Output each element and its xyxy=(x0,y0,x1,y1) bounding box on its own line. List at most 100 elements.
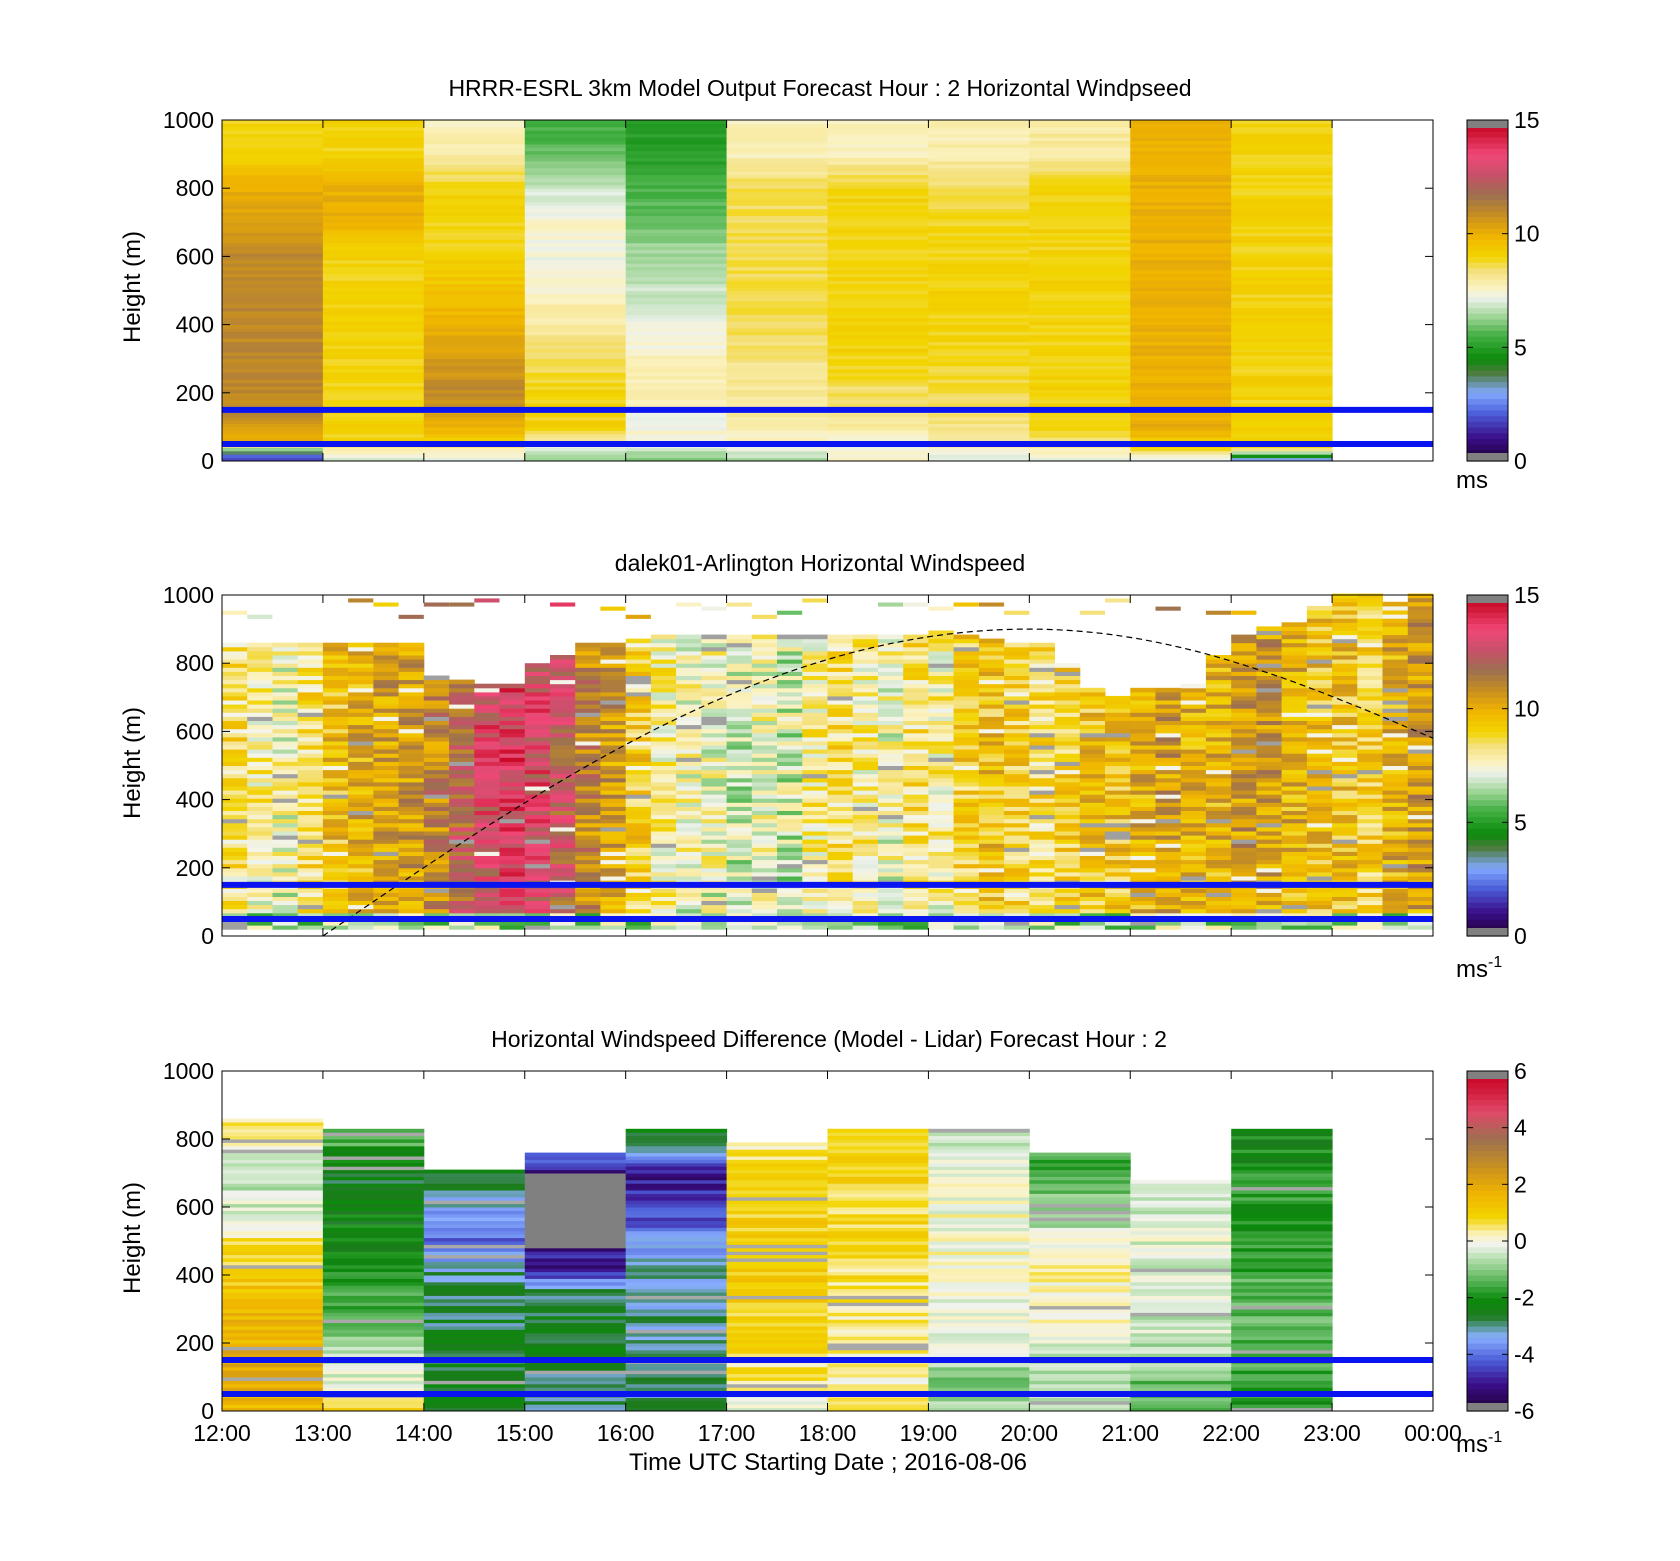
heatmap-cell xyxy=(827,287,929,291)
heatmap-cell xyxy=(322,130,425,135)
heatmap-cell xyxy=(247,757,273,762)
heatmap-cell xyxy=(222,212,324,216)
heatmap-cell xyxy=(726,198,828,203)
heatmap-cell xyxy=(953,732,980,738)
heatmap-cell xyxy=(1029,304,1131,308)
heatmap-cell xyxy=(978,650,1005,656)
heatmap-cell xyxy=(625,794,652,799)
heatmap-cell xyxy=(222,769,248,775)
heatmap-cell xyxy=(701,843,728,848)
heatmap-cell xyxy=(373,700,400,705)
heatmap-cell xyxy=(322,454,425,459)
heatmap-cell xyxy=(1357,810,1383,816)
heatmap-cell xyxy=(1231,691,1257,697)
heatmap-cell xyxy=(550,802,576,807)
heatmap-cell xyxy=(1357,679,1383,685)
heatmap-cell xyxy=(852,904,879,910)
heatmap-cell xyxy=(524,423,627,428)
heatmap-cell xyxy=(625,433,728,438)
heatmap-cell xyxy=(524,859,551,865)
colorbar-segment xyxy=(1467,907,1508,914)
heatmap-cell xyxy=(550,790,576,795)
heatmap-cell xyxy=(1205,757,1232,762)
heatmap-cell xyxy=(726,270,828,274)
heatmap-cell xyxy=(1029,143,1131,148)
heatmap-cell xyxy=(676,843,702,848)
heatmap-cell xyxy=(726,740,753,746)
heatmap-cell xyxy=(322,1227,425,1232)
heatmap-cell xyxy=(423,454,526,459)
heatmap-cell xyxy=(1231,437,1333,441)
heatmap-cell xyxy=(1054,761,1081,766)
heatmap-cell xyxy=(1029,839,1055,844)
colorbar-frame xyxy=(1466,119,1509,462)
heatmap-cell xyxy=(1357,806,1383,811)
heatmap-cell xyxy=(903,602,929,607)
heatmap-cell xyxy=(322,781,349,787)
heatmap-cell xyxy=(1054,826,1081,832)
heatmap-cell xyxy=(625,900,652,906)
heatmap-cell xyxy=(650,683,677,689)
heatmap-cell xyxy=(247,900,273,906)
heatmap-cell xyxy=(272,769,299,775)
heatmap-cell xyxy=(1105,892,1131,897)
heatmap-cell xyxy=(625,290,728,295)
heatmap-column xyxy=(1155,606,1182,930)
heatmap-cell xyxy=(878,720,904,726)
heatmap-cell xyxy=(575,769,601,775)
heatmap-cell xyxy=(348,671,374,676)
heatmap-cell xyxy=(1306,724,1333,730)
heatmap-cell xyxy=(1382,745,1409,750)
heatmap-cell xyxy=(322,646,349,652)
heatmap-cell xyxy=(373,814,400,820)
heatmap-cell xyxy=(348,712,374,717)
heatmap-cell xyxy=(625,150,728,155)
heatmap-cell xyxy=(625,188,728,193)
heatmap-cell xyxy=(272,749,299,754)
heatmap-cell xyxy=(1407,626,1434,631)
heatmap-cell xyxy=(524,293,627,298)
heatmap-cell xyxy=(1281,687,1308,693)
heatmap-cell xyxy=(1306,831,1333,836)
heatmap-cell xyxy=(524,259,627,264)
heatmap-cell xyxy=(1231,389,1333,394)
heatmap-cell xyxy=(751,671,778,676)
heatmap-cell xyxy=(272,818,299,824)
heatmap-cell xyxy=(449,724,475,730)
heatmap-cell xyxy=(650,781,677,787)
heatmap-cell xyxy=(1281,855,1308,861)
heatmap-cell xyxy=(348,691,374,697)
heatmap-column xyxy=(373,602,400,930)
heatmap-cell xyxy=(1407,863,1434,869)
heatmap-cell xyxy=(726,781,753,787)
heatmap-cell xyxy=(625,761,652,766)
heatmap-cell xyxy=(1079,859,1106,865)
heatmap-cell xyxy=(1130,266,1232,271)
heatmap-cell xyxy=(423,222,526,227)
heatmap-cell xyxy=(550,867,576,873)
heatmap-cell xyxy=(1382,761,1409,766)
heatmap-cell xyxy=(322,355,425,360)
heatmap-cell xyxy=(297,863,324,869)
heatmap-cell xyxy=(625,273,728,278)
heatmap-cell xyxy=(903,876,929,881)
heatmap-cell xyxy=(751,655,778,660)
heatmap-cell xyxy=(1231,365,1333,370)
heatmap-cell xyxy=(1306,859,1333,865)
heatmap-cell xyxy=(802,814,828,820)
heatmap-cell xyxy=(878,724,904,730)
heatmap-cell xyxy=(1281,667,1308,672)
heatmap-cell xyxy=(1357,753,1383,758)
heatmap-cell xyxy=(222,839,248,844)
heatmap-column xyxy=(928,606,955,930)
heatmap-cell xyxy=(878,773,904,779)
colorbar-segment xyxy=(1467,256,1508,263)
heatmap-cell xyxy=(1332,822,1358,828)
heatmap-cell xyxy=(1105,712,1131,717)
heatmap-cell xyxy=(650,900,677,906)
heatmap-cell xyxy=(650,810,677,816)
heatmap-cell xyxy=(1256,720,1283,726)
heatmap-cell xyxy=(827,154,929,158)
heatmap-cell xyxy=(726,921,753,926)
heatmap-cell xyxy=(1357,691,1383,697)
